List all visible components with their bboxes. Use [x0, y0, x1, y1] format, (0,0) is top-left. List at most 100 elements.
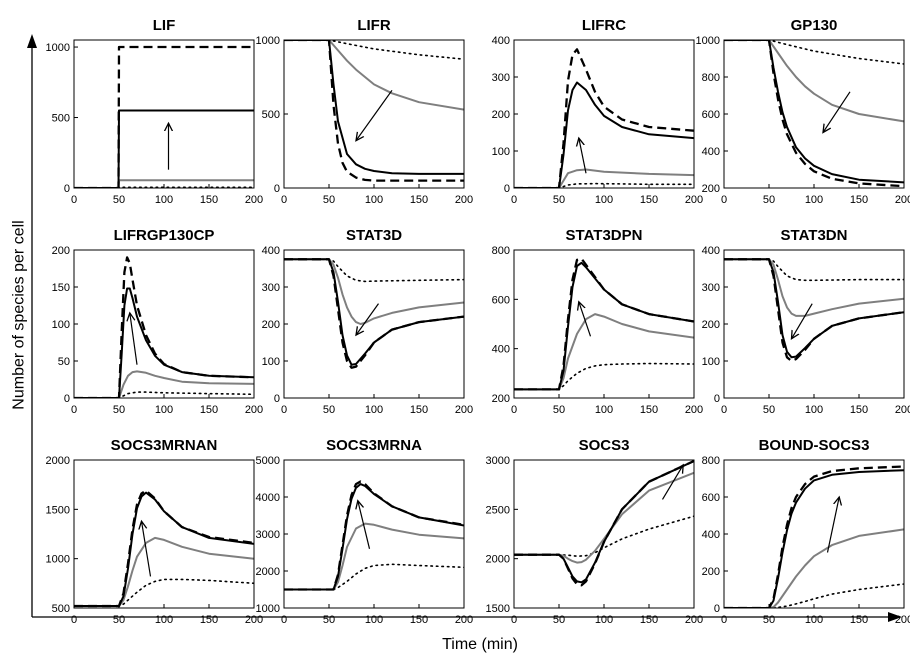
panel-6-frame — [513, 249, 695, 399]
panel-3-series-solid — [724, 40, 904, 184]
panel-1-series-dashed — [284, 40, 464, 182]
panel-7-series-dotted — [724, 258, 904, 282]
panel-3-xtick-label: 0 — [721, 194, 727, 206]
panel-9-series-dashed — [284, 480, 464, 591]
panel-6-xtick-label: 0 — [511, 404, 517, 416]
panel-1-series-gray — [284, 40, 464, 111]
panel-5-plot-area — [284, 258, 464, 369]
panel-9-ytick-label: 3000 — [256, 529, 280, 541]
panel-8-xtick-label: 200 — [245, 614, 263, 626]
panel-9-ytick-label: 1000 — [256, 603, 280, 615]
panel-9-xtick-label: 150 — [410, 614, 428, 626]
panel-8-xtick-label: 150 — [200, 614, 218, 626]
panel-11-ytick-label: 200 — [702, 566, 720, 578]
panel-2-xtick-label: 50 — [553, 194, 565, 206]
figure-axes — [27, 34, 902, 622]
panel-6-xtick-label: 150 — [640, 404, 658, 416]
panel-11-xtick-label: 0 — [721, 614, 727, 626]
panel-5-ytick-label: 300 — [262, 282, 280, 294]
panel-7-xtick-label: 0 — [721, 404, 727, 416]
panel-4-ytick-label: 0 — [64, 393, 70, 405]
panel-10-title: SOCS3 — [579, 437, 630, 454]
panel-11: BOUND-SOCS3 0 50 100 150 200 0 200 400 600 800 — [702, 437, 910, 626]
panel-7-frame — [723, 249, 905, 399]
panel-8-xtick-label: 100 — [155, 614, 173, 626]
panel-6-ytick-label: 600 — [492, 294, 510, 306]
panel-5-series-dashed — [284, 258, 464, 369]
panel-4-series-dashed — [74, 256, 254, 398]
panel-9-plot-area — [284, 480, 464, 591]
panel-9: SOCS3MRNA 0 50 100 150 200 1000 2000 3000 4000 500… — [256, 437, 474, 626]
panel-4-xtick-label: 0 — [71, 404, 77, 416]
panel-9-frame — [283, 459, 465, 609]
panel-0-series-dashed — [74, 45, 254, 188]
panel-1-arrow — [356, 89, 393, 140]
panel-11-series-solid — [724, 469, 904, 608]
panel-2-title: LIFRC — [582, 17, 626, 34]
panel-7-ytick-label: 400 — [702, 245, 720, 257]
panel-10: SOCS3 0 50 100 150 200 1500 2000 2500 3000 — [486, 437, 704, 626]
panel-6-xtick-label: 200 — [685, 404, 703, 416]
panel-0-ytick-label: 500 — [52, 113, 70, 125]
figure-x-axis-arrow — [888, 612, 902, 622]
panel-2-series-dotted — [514, 182, 694, 188]
panel-0-ytick-label: 0 — [64, 183, 70, 195]
panel-6: STAT3DPN 0 50 100 150 200 200 400 600 800 — [492, 227, 704, 416]
panel-8-series-gray — [74, 536, 254, 607]
panel-2-plot-area — [514, 48, 694, 188]
panel-3-ytick-label: 800 — [702, 72, 720, 84]
panel-3-series-gray — [724, 40, 904, 123]
panel-3-ytick-label: 200 — [702, 183, 720, 195]
panel-11-plot-area — [724, 465, 904, 608]
panel-4-xtick-label: 50 — [113, 404, 125, 416]
panel-10-xtick-label: 200 — [685, 614, 703, 626]
panel-3-xtick-label: 150 — [850, 194, 868, 206]
panel-3-ytick-label: 400 — [702, 146, 720, 158]
panel-10-plot-area — [514, 460, 694, 587]
panel-1-frame — [283, 39, 465, 189]
panel-10-xtick-label: 0 — [511, 614, 517, 626]
figure-y-axis-arrow — [27, 34, 37, 48]
panel-0-xtick-label: 100 — [155, 194, 173, 206]
panel-5-xtick-label: 50 — [323, 404, 335, 416]
panel-2-ytick-label: 0 — [504, 183, 510, 195]
panel-3-series-dotted — [724, 40, 904, 65]
panel-8-ytick-label: 500 — [52, 603, 70, 615]
panel-8: SOCS3MRNAN 0 50 100 150 200 500 1000 1500 2000 — [46, 437, 264, 626]
panel-6-ytick-label: 200 — [492, 393, 510, 405]
panel-7-title: STAT3DN — [781, 227, 848, 244]
panel-1-series-dotted — [284, 40, 464, 60]
panel-11-xtick-label: 100 — [805, 614, 823, 626]
panel-5-ytick-label: 0 — [274, 393, 280, 405]
panel-7-ytick-label: 100 — [702, 356, 720, 368]
panel-2-series-dashed — [514, 48, 694, 188]
panel-5-xtick-label: 200 — [455, 404, 473, 416]
panel-9-xtick-label: 0 — [281, 614, 287, 626]
panel-10-frame — [513, 459, 695, 609]
panel-10-xtick-label: 50 — [553, 614, 565, 626]
panel-7-ytick-label: 0 — [714, 393, 720, 405]
panel-3-ytick-label: 1000 — [696, 35, 720, 47]
panel-8-plot-area — [74, 489, 254, 608]
panel-2-xtick-label: 150 — [640, 194, 658, 206]
panel-10-xtick-label: 100 — [595, 614, 613, 626]
panel-8-ytick-label: 1500 — [46, 504, 70, 516]
panel-4-xtick-label: 150 — [200, 404, 218, 416]
panel-2-xtick-label: 0 — [511, 194, 517, 206]
panel-6-arrow — [579, 302, 592, 337]
panel-9-series-dotted — [284, 563, 464, 591]
panel-4-xtick-label: 200 — [245, 404, 263, 416]
panel-8-xtick-label: 50 — [113, 614, 125, 626]
panel-0-xtick-label: 150 — [200, 194, 218, 206]
panel-7-xtick-label: 100 — [805, 404, 823, 416]
panel-5-xtick-label: 0 — [281, 404, 287, 416]
panel-11-series-dashed — [724, 465, 904, 608]
panel-8-title: SOCS3MRNAN — [111, 437, 218, 454]
panel-10-ytick-label: 2500 — [486, 504, 510, 516]
panel-10-series-dotted — [514, 515, 694, 557]
panel-6-series-dashed — [514, 257, 694, 391]
panel-7-plot-area — [724, 258, 904, 363]
panel-7-series-gray — [724, 258, 904, 317]
panel-7-xtick-label: 200 — [895, 404, 910, 416]
